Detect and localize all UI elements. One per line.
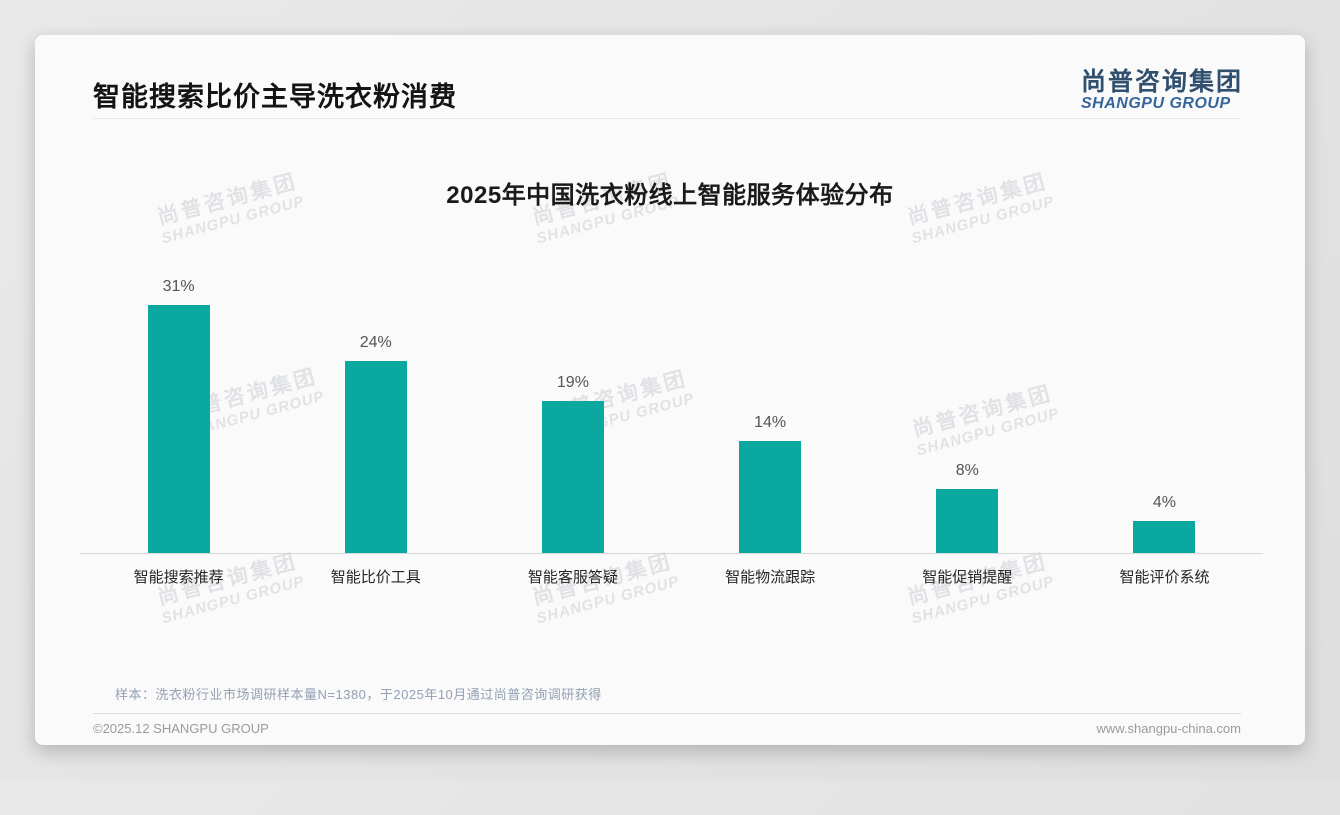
- watermark: 尚普咨询集团 SHANGPU GROUP: [133, 544, 327, 633]
- copyright-text: ©2025.12 SHANGPU GROUP: [93, 721, 269, 736]
- category-label: 智能比价工具: [330, 569, 421, 586]
- website-text: www.shangpu-china.com: [1096, 721, 1241, 736]
- footer: ©2025.12 SHANGPU GROUP www.shangpu-china…: [93, 721, 1241, 736]
- category-label: 智能搜索推荐: [133, 569, 224, 586]
- bar-column: 14%: [672, 274, 869, 553]
- header: 智能搜索比价主导洗衣粉消费 尚普咨询集团 SHANGPU GROUP: [93, 69, 1243, 114]
- bar-chart: 31% 24% 19% 14% 8% 4%: [80, 274, 1263, 554]
- category-label: 智能客服答疑: [527, 569, 618, 586]
- footer-divider: [93, 713, 1241, 714]
- bar-column: 8%: [869, 274, 1066, 553]
- bar-value-label: 31%: [162, 278, 195, 295]
- x-axis-labels: 智能搜索推荐 智能比价工具 智能客服答疑 智能物流跟踪 智能促销提醒 智能评价系…: [80, 566, 1263, 587]
- company-logo: 尚普咨询集团 SHANGPU GROUP: [1081, 69, 1243, 113]
- logo-chinese-text: 尚普咨询集团: [1080, 68, 1243, 96]
- bar: [147, 305, 210, 553]
- bar-value-label: 4%: [1152, 494, 1176, 511]
- watermark: 尚普咨询集团 SHANGPU GROUP: [883, 544, 1077, 633]
- bar: [1133, 521, 1196, 553]
- page-title: 智能搜索比价主导洗衣粉消费: [93, 82, 457, 112]
- watermark: 尚普咨询集团 SHANGPU GROUP: [508, 544, 702, 633]
- category-label: 智能评价系统: [1119, 569, 1210, 586]
- bar-value-label: 14%: [754, 414, 787, 431]
- sample-note: 样本：洗衣粉行业市场调研样本量N=1380，于2025年10月通过尚普咨询调研获…: [115, 687, 602, 702]
- category-label: 智能物流跟踪: [725, 569, 816, 586]
- bar-value-label: 19%: [556, 374, 589, 391]
- bar: [344, 361, 407, 553]
- bar-column: 31%: [80, 274, 277, 553]
- category-label: 智能促销提醒: [922, 569, 1013, 586]
- bar-column: 24%: [277, 274, 474, 553]
- bar: [541, 401, 604, 553]
- bar-column: 4%: [1066, 274, 1263, 553]
- slide-card: 尚普咨询集团 SHANGPU GROUP 尚普咨询集团 SHANGPU GROU…: [35, 35, 1305, 745]
- bar: [936, 489, 999, 553]
- bar-value-label: 8%: [955, 462, 979, 479]
- bar-column: 19%: [474, 274, 671, 553]
- bar: [739, 441, 802, 553]
- logo-english-text: SHANGPU GROUP: [1080, 95, 1231, 113]
- bar-value-label: 24%: [359, 334, 392, 351]
- chart-title: 2025年中国洗衣粉线上智能服务体验分布: [446, 182, 894, 209]
- header-divider: [93, 118, 1241, 119]
